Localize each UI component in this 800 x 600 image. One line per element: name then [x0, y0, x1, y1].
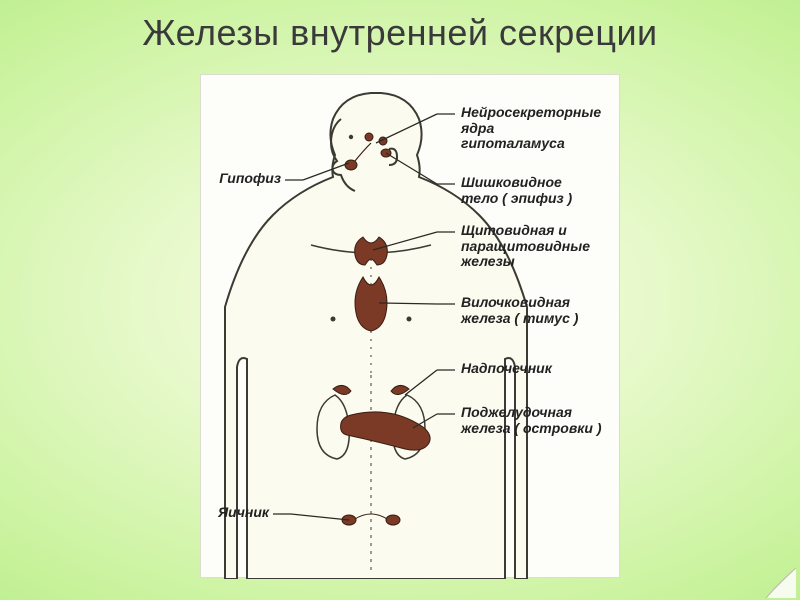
label-ovary: Яичник	[207, 505, 269, 521]
page-title: Железы внутренней секреции	[0, 12, 800, 54]
label-thyroid: Щитовидная и паращитовидные железы	[461, 223, 590, 270]
label-pineal: Шишковидное тело ( эпифиз )	[461, 175, 572, 206]
diagram-card: Нейросекреторные ядра гипоталамуса Шишко…	[200, 74, 620, 578]
gland-hypothalamus-a	[365, 133, 373, 141]
label-thymus: Вилочковидная железа ( тимус )	[461, 295, 578, 326]
label-pancreas: Поджелудочная железа ( островки )	[461, 405, 602, 436]
nipple-l	[331, 317, 336, 322]
label-pituitary: Гипофиз	[207, 171, 281, 187]
gland-thymus	[355, 277, 387, 331]
page-curl-icon	[766, 568, 796, 598]
nipple-r	[407, 317, 412, 322]
body-outline	[225, 93, 527, 579]
label-hypothalamus: Нейросекреторные ядра гипоталамуса	[461, 105, 601, 152]
gland-pituitary	[345, 160, 357, 170]
gland-ovary-right	[386, 515, 400, 525]
label-adrenal: Надпочечник	[461, 361, 552, 377]
eye	[349, 135, 353, 139]
